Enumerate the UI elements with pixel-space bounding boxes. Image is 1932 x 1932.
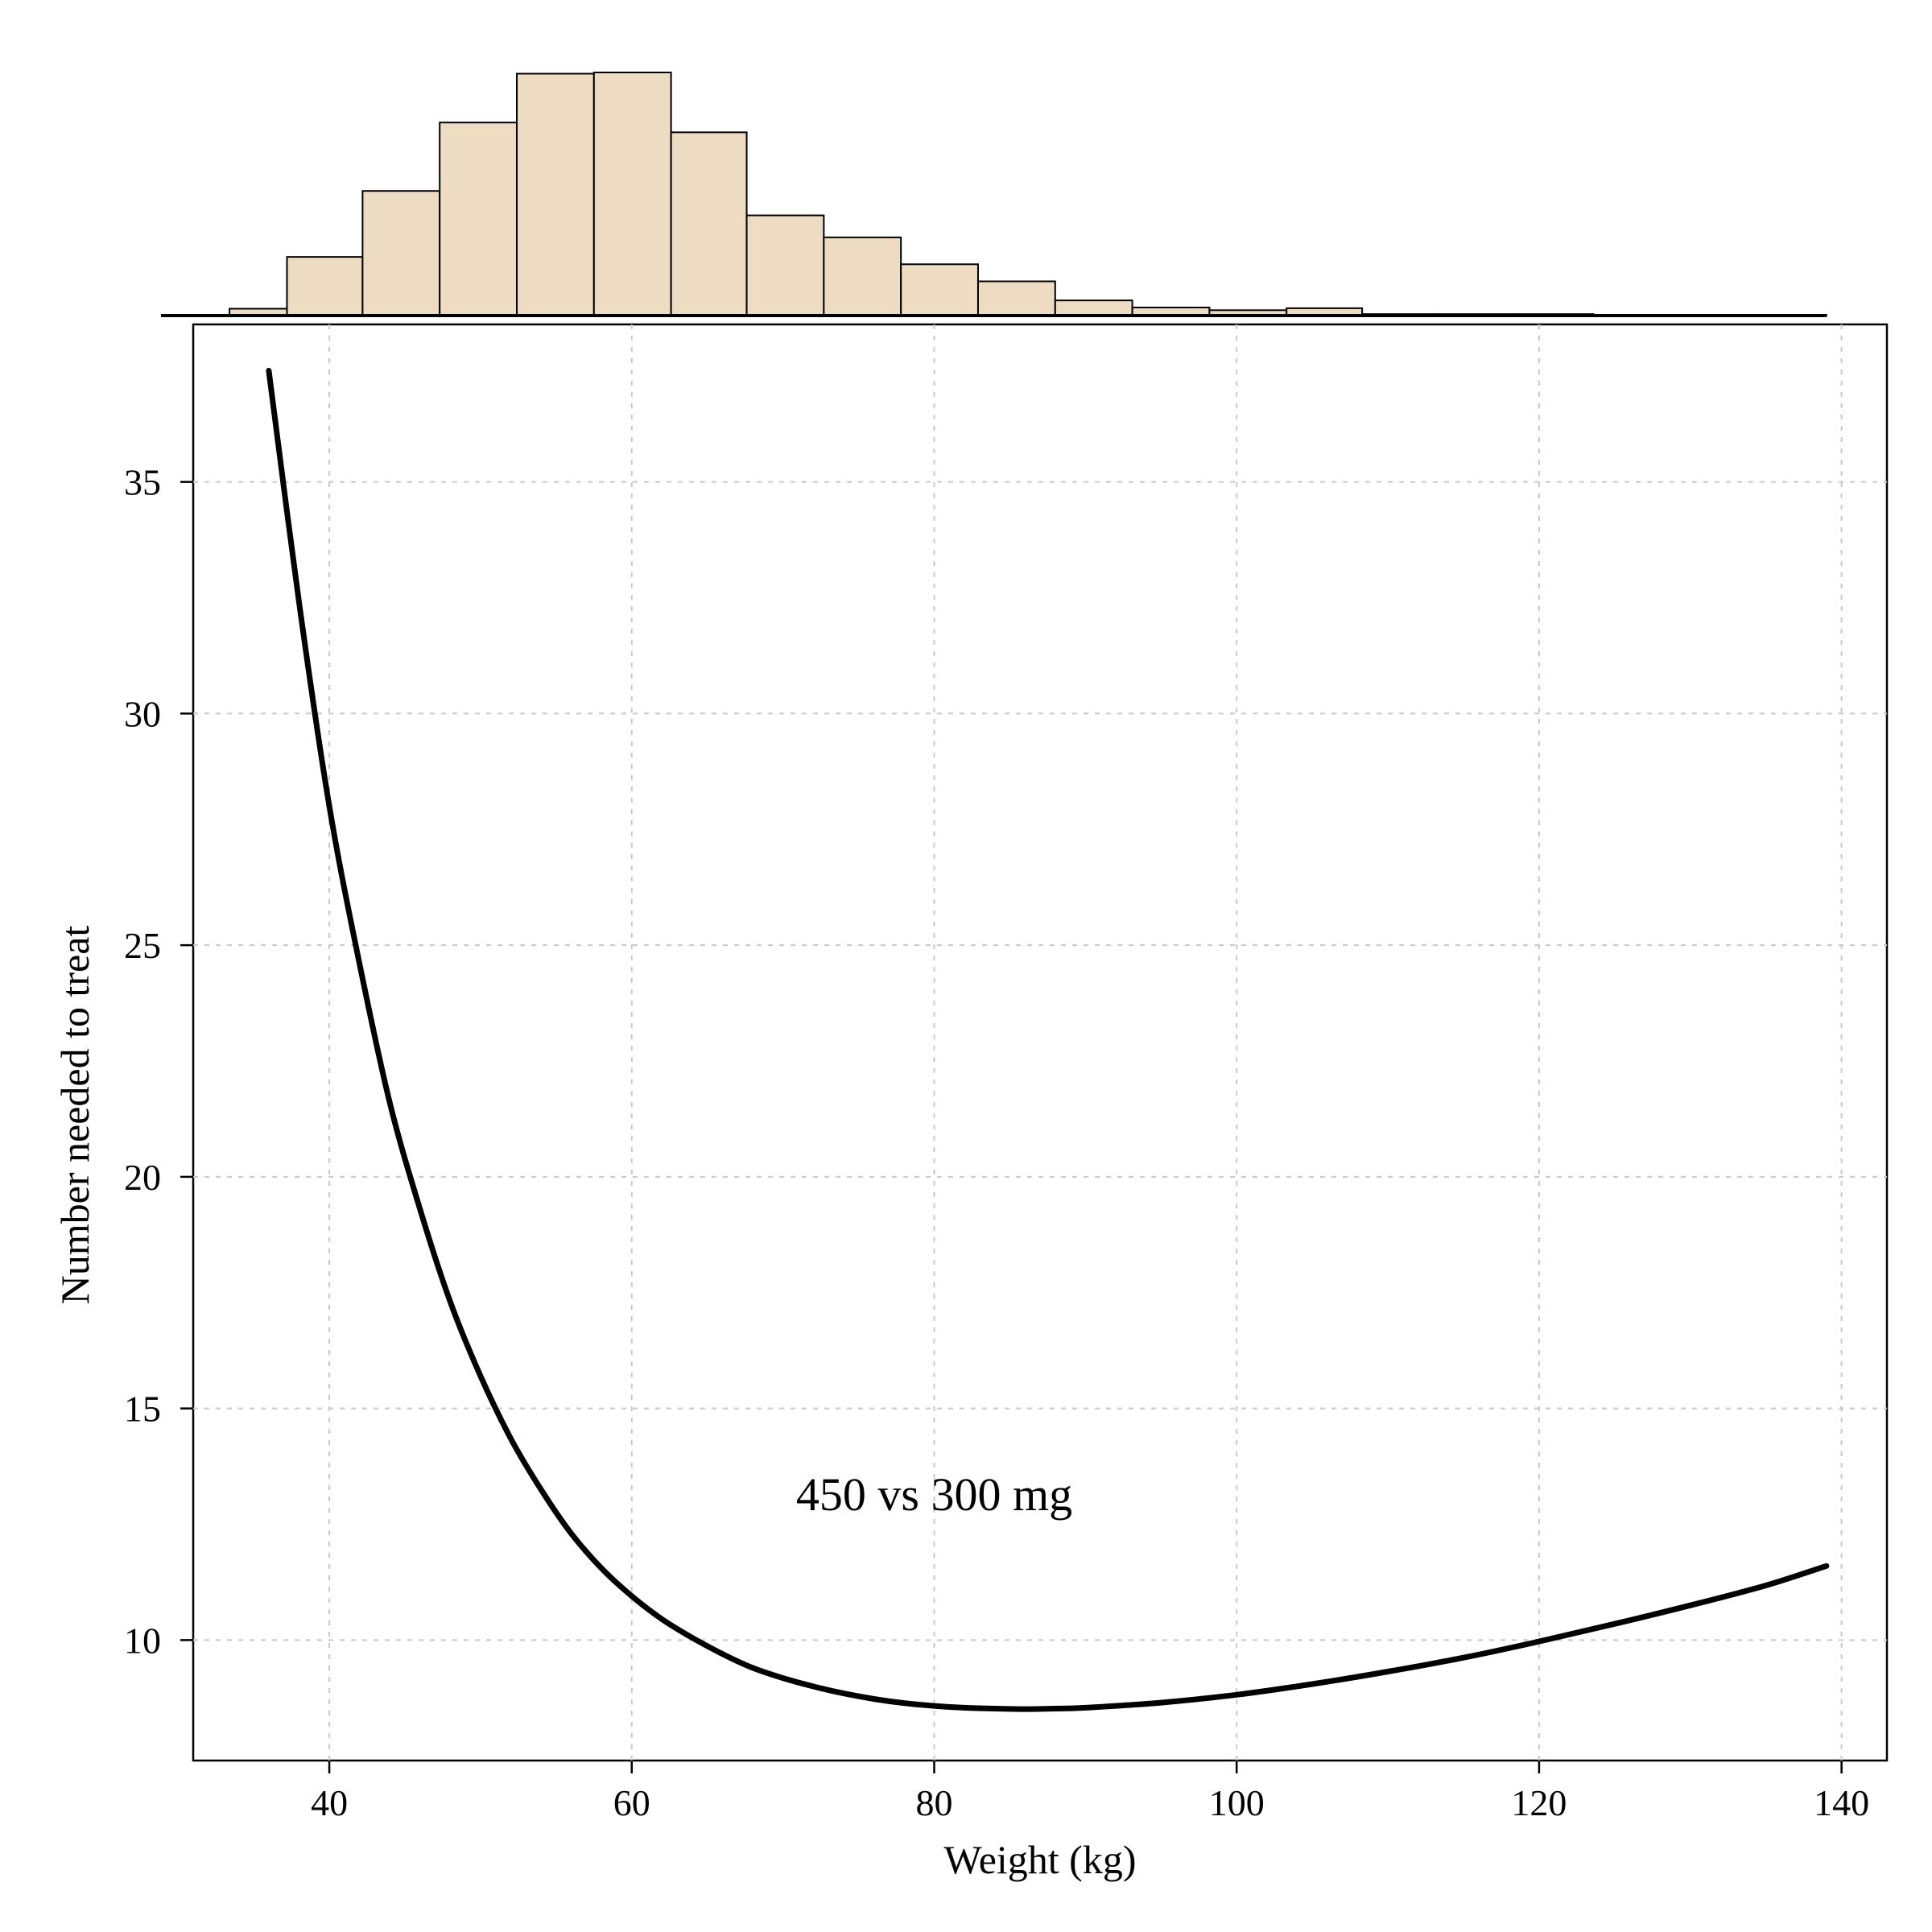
x-tick-label: 140 xyxy=(1814,1782,1869,1823)
histogram-bar xyxy=(745,214,825,317)
nnt-curve xyxy=(266,368,1830,1712)
histogram-bar xyxy=(361,190,441,316)
y-axis-title: Number needed to treat xyxy=(52,926,97,1305)
histogram-bar xyxy=(976,280,1056,316)
histogram-bar xyxy=(439,122,518,316)
x-tick-label: 80 xyxy=(916,1782,953,1823)
histogram-bar xyxy=(900,263,979,316)
x-axis: 40 60 80 100 120 140 xyxy=(311,1761,1869,1823)
y-tick-label: 25 xyxy=(124,925,161,966)
y-tick-label: 15 xyxy=(124,1389,161,1430)
x-tick-label: 60 xyxy=(613,1782,650,1823)
histogram-bar xyxy=(1054,299,1133,317)
histogram-bar xyxy=(592,72,672,316)
histogram-bar xyxy=(516,72,595,317)
histogram-bar xyxy=(670,131,748,316)
curve-annotation: 450 vs 300 mg xyxy=(796,1468,1072,1521)
y-tick-label: 10 xyxy=(124,1620,161,1661)
histogram-bar xyxy=(286,256,364,317)
y-axis: 10 15 20 25 30 35 xyxy=(124,462,193,1661)
plot-frame xyxy=(192,323,1889,1762)
histogram xyxy=(229,72,1827,317)
y-tick-label: 20 xyxy=(124,1157,161,1198)
x-tick-label: 120 xyxy=(1511,1782,1567,1823)
x-axis-title: Weight (kg) xyxy=(944,1837,1137,1882)
x-tick-label: 100 xyxy=(1209,1782,1265,1823)
y-tick-label: 30 xyxy=(124,693,161,734)
x-tick-label: 40 xyxy=(311,1782,348,1823)
grid-lines xyxy=(193,324,1887,1761)
y-tick-label: 35 xyxy=(124,462,161,503)
histogram-bar xyxy=(823,236,902,316)
